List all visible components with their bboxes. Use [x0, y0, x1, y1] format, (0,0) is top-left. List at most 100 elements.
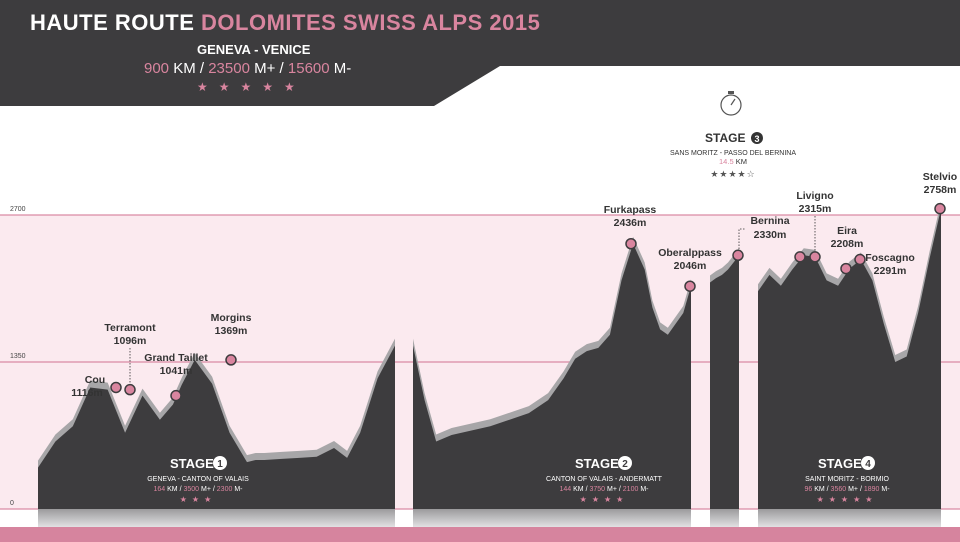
difficulty-stars: ★★★★★ — [197, 80, 306, 94]
title-main: HAUTE ROUTE — [30, 10, 195, 35]
peak-bernina-elevation: 2330m — [754, 229, 787, 241]
total-stats: 900 KM / 23500 M+ / 15600 M- — [144, 60, 351, 77]
peak-oberalppass-name: Oberalppass — [658, 247, 722, 259]
peak-terramont-name: Terramont — [104, 322, 156, 334]
peak-eira-elevation: 2208m — [831, 238, 864, 250]
total-descent: 15600 — [287, 60, 330, 77]
stage-3-area — [710, 255, 739, 509]
stage-1-annotation: STAGE 1 GENEVA - CANTON OF VALAIS 164 KM… — [147, 456, 249, 504]
stage-1-stars: ★★★ — [180, 495, 217, 504]
stage-1-profile — [38, 338, 395, 527]
total-distance-unit: KM — [173, 60, 196, 77]
peak-terramont-elevation: 1096m — [114, 335, 147, 347]
page-title: HAUTE ROUTE DOLOMITES SWISS ALPS 2015 — [30, 10, 540, 36]
stage-2-subtitle: CANTON OF VALAIS - ANDERMATT — [546, 476, 663, 483]
peak-grand-taillet-name: Grand Taillet — [144, 352, 208, 364]
bottom-strip — [0, 527, 960, 542]
peak-marker-terramont — [124, 383, 136, 396]
peak-marker-furkapass — [625, 237, 637, 250]
stage-2-number-badge — [618, 456, 632, 470]
stage-3-base — [710, 509, 739, 527]
y-tick-1350: 1350 — [10, 353, 26, 360]
y-tick-2700: 2700 — [10, 206, 26, 213]
stage-2-stats: 144 KM / 3750 M+ / 2100 M- — [560, 486, 650, 493]
stage-4-subtitle: SAINT MORITZ - BORMIO — [805, 476, 889, 483]
stage-1-number-badge — [213, 456, 227, 470]
peak-labels: Cou 1116m Terramont 1096m Grand Taillet … — [71, 171, 957, 399]
peak-marker-stelvio — [934, 202, 946, 215]
stage-2-base — [413, 509, 691, 527]
separator-1: / — [199, 60, 205, 77]
title-accent: DOLOMITES SWISS ALPS 2015 — [201, 10, 541, 35]
peak-livigno-elevation: 2315m — [799, 203, 832, 215]
peak-bernina-name: Bernina — [750, 215, 789, 227]
stage-3-number-badge: 3 — [751, 132, 763, 144]
header: HAUTE ROUTE DOLOMITES SWISS ALPS 2015 GE… — [0, 0, 960, 106]
stage-4-number-badge — [861, 456, 875, 470]
stage-3-label: STAGE — [705, 131, 745, 145]
peak-oberalppass-elevation: 2046m — [674, 260, 707, 272]
peak-eira-name: Eira — [837, 225, 857, 237]
peak-livigno-name: Livigno — [796, 190, 833, 202]
stage-3-km-unit: KM — [736, 157, 747, 166]
peak-marker-oberalppass — [684, 280, 696, 292]
stage-3-number: 3 — [754, 134, 759, 144]
stage-4-base — [758, 509, 941, 527]
stage-1-label: STAGE — [170, 456, 214, 471]
stage-4-profile — [758, 201, 941, 527]
stage-2-number: 2 — [622, 459, 628, 470]
peak-furkapass-elevation: 2436m — [614, 217, 647, 229]
stage-2-stars: ★★★★ — [580, 495, 629, 504]
stage-2-area — [413, 243, 691, 509]
peak-foscagno-name: Foscagno — [865, 252, 915, 264]
peak-morgins-name: Morgins — [211, 312, 252, 324]
stage-3-annotation: STAGE 3 SANS MORITZ - PASSO DEL BERNINA … — [670, 91, 796, 180]
stage-4-label: STAGE — [818, 456, 862, 471]
peak-stelvio-elevation: 2758m — [924, 184, 957, 196]
peak-morgins-elevation: 1369m — [215, 325, 248, 337]
stage-1-area — [38, 345, 395, 509]
separator-2: / — [279, 60, 284, 77]
peak-cou-name: Cou — [85, 374, 105, 386]
stage-4-annotation: STAGE 4 SAINT MORITZ - BORMIO 96 KM / 35… — [804, 456, 890, 504]
stage-3-subtitle: SANS MORITZ - PASSO DEL BERNINA — [670, 150, 796, 157]
header-banner — [0, 0, 960, 106]
stage-2-profile — [413, 236, 691, 527]
stage-2-label: STAGE — [575, 456, 619, 471]
total-distance: 900 — [144, 60, 170, 77]
peak-marker-foscagno — [854, 253, 866, 266]
bernina-leader — [738, 228, 745, 258]
total-climb: 23500 — [208, 60, 250, 77]
peak-marker-morgins — [225, 354, 237, 366]
stage-4-stats: 96 KM / 3560 M+ / 1890 M- — [804, 486, 890, 493]
stage-1-stats: 164 KM / 3500 M+ / 2300 M- — [154, 486, 244, 493]
stage-3-stars: ★★★★☆ — [710, 170, 755, 180]
peak-markers — [110, 202, 946, 402]
peak-marker-livigno — [809, 251, 821, 263]
peak-marker-cou — [110, 381, 122, 394]
stage-1-number: 1 — [217, 459, 223, 470]
stage-3-profile — [710, 248, 739, 527]
peak-marker-eira — [840, 262, 852, 275]
route-label: GENEVA - VENICE — [197, 42, 311, 57]
peak-furkapass-name: Furkapass — [604, 204, 657, 216]
peak-grand-taillet-elevation: 1041m — [160, 365, 193, 377]
peak-cou-elevation: 1116m — [71, 387, 103, 399]
stage-3-km: 14.5 — [719, 157, 734, 166]
stage-2-annotation: STAGE 2 CANTON OF VALAIS - ANDERMATT 144… — [546, 456, 663, 504]
y-tick-0: 0 — [10, 500, 14, 507]
peak-stelvio-name: Stelvio — [923, 171, 957, 183]
total-descent-unit: M- — [333, 60, 352, 77]
stage-4-stars: ★★★★★ — [817, 495, 878, 504]
profiles-layer — [38, 201, 941, 527]
stopwatch-icon — [720, 91, 742, 116]
stage-3-stats: 14.5 KM — [719, 157, 747, 166]
peak-marker-grand-taillet — [170, 389, 182, 402]
peak-marker-livigno — [794, 251, 806, 263]
stage-1-base — [38, 509, 395, 527]
total-climb-unit: M+ — [254, 60, 276, 77]
peak-foscagno-elevation: 2291m — [874, 265, 907, 277]
stage-4-area — [758, 208, 941, 509]
peak-marker-bernina — [732, 249, 744, 262]
